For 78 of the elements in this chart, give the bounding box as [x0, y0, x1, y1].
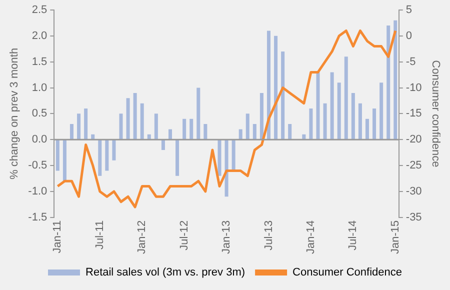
bar: [266, 30, 270, 140]
bar: [182, 118, 186, 140]
bar: [260, 92, 264, 140]
bar: [281, 51, 285, 140]
bar: [154, 114, 158, 140]
y-tick-label: -1.5: [28, 211, 48, 224]
y2-tick-label: 0: [406, 30, 412, 42]
y2-tick-label: -20: [406, 134, 422, 146]
bar: [161, 140, 165, 150]
y-axis-title: % change on prev 3 month: [8, 48, 21, 180]
bar: [246, 114, 250, 140]
bar: [196, 88, 200, 140]
bar: [344, 56, 348, 140]
y-tick-label: 2.5: [32, 4, 48, 16]
legend-label: Retail sales vol (3m vs. prev 3m): [86, 266, 246, 279]
x-tick-label: Jan-11: [52, 220, 64, 254]
bar: [105, 140, 109, 171]
y-tick-label: 1.5: [32, 56, 48, 68]
y-tick-label: 0.0: [32, 134, 48, 146]
bar: [204, 124, 208, 140]
bar: [238, 129, 242, 140]
y2-tick-label: -30: [406, 185, 422, 198]
bar: [133, 92, 137, 140]
bar: [394, 20, 398, 140]
bar: [56, 140, 60, 171]
y2-tick-label: 5: [406, 4, 412, 16]
x-tick-label: Jul-14: [347, 220, 360, 250]
bar: [70, 124, 74, 140]
bar: [84, 108, 88, 140]
bar: [386, 26, 390, 140]
bar: [112, 140, 116, 160]
bar: [91, 134, 95, 140]
y2-tick-label: -15: [406, 108, 422, 120]
bar: [62, 140, 66, 182]
bar: [147, 134, 151, 140]
x-tick-label: Jan-12: [136, 220, 148, 254]
bar: [365, 118, 369, 140]
bar: [380, 82, 384, 140]
bar: [224, 140, 228, 197]
bar: [218, 140, 222, 176]
bar: [274, 36, 278, 140]
bar: [330, 72, 334, 140]
legend-label: Consumer Confidence: [292, 266, 402, 279]
bar: [98, 140, 102, 176]
bar: [316, 72, 320, 140]
bar: [288, 124, 292, 140]
bar: [77, 114, 81, 140]
bar: [190, 118, 194, 140]
y-tick-label: -0.5: [28, 160, 48, 172]
bar: [168, 129, 172, 140]
x-tick-label: Jul-13: [262, 220, 275, 250]
bar: [323, 103, 327, 140]
bar: [232, 140, 236, 171]
y2-tick-label: -5: [406, 56, 416, 68]
x-tick-label: Jul-11: [94, 220, 106, 250]
bar: [302, 134, 306, 140]
bar: [252, 124, 256, 140]
bar: [119, 114, 123, 140]
y-tick-label: 2.0: [32, 30, 48, 42]
y2-axis-title: Consumer confidence: [429, 60, 442, 168]
x-tick-label: Jan-13: [220, 220, 233, 254]
bar: [176, 140, 180, 176]
bar: [337, 82, 341, 140]
bar: [372, 108, 376, 140]
y2-tick-label: -10: [406, 82, 422, 94]
y2-tick-label: -35: [406, 211, 422, 224]
y-tick-label: -1.0: [28, 185, 48, 198]
bar: [309, 108, 313, 140]
bar: [126, 98, 130, 140]
y-tick-label: 1.0: [32, 82, 48, 94]
x-tick-label: Jan-15: [389, 220, 402, 254]
bar: [351, 92, 355, 140]
bar: [358, 103, 362, 140]
y2-tick-label: -25: [406, 160, 422, 172]
y-tick-label: 0.5: [32, 108, 48, 120]
x-tick-label: Jan-14: [304, 220, 317, 254]
x-tick-label: Jul-12: [178, 220, 190, 250]
bar: [140, 103, 144, 140]
